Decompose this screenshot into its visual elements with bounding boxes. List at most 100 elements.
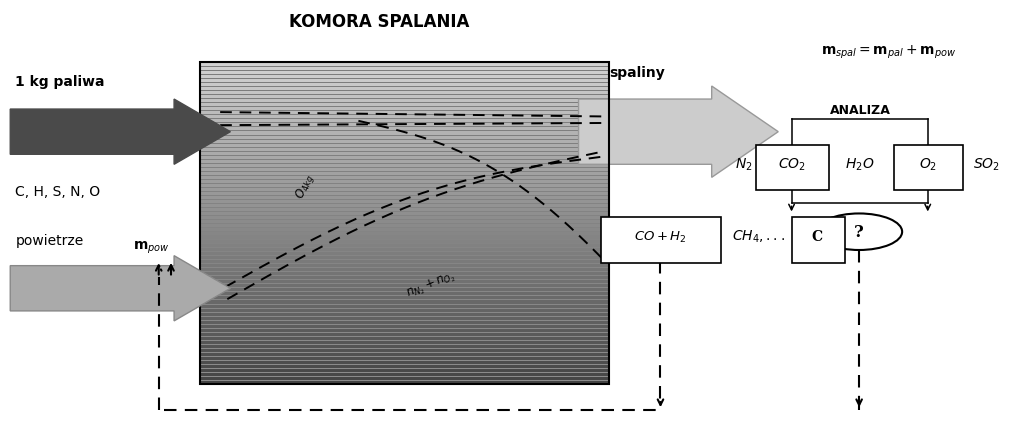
Bar [200,63,609,384]
Bar [200,348,609,352]
Bar [200,71,609,75]
Bar [200,79,609,83]
Bar [200,119,609,123]
Bar [200,288,609,292]
Bar [200,268,609,272]
Text: 1 kg paliwa: 1 kg paliwa [15,75,104,89]
Bar [200,143,609,147]
Text: ?: ? [854,224,864,241]
Bar [200,236,609,240]
Bar [200,220,609,224]
Bar [200,131,609,135]
Bar [200,256,609,260]
Bar [200,187,609,191]
Bar [200,91,609,95]
Polygon shape [579,87,778,178]
Bar [200,243,609,247]
Text: C, H, S, N, O: C, H, S, N, O [15,184,100,198]
Bar [200,292,609,296]
Bar [200,296,609,300]
Bar [200,95,609,99]
Bar [200,260,609,264]
Bar [200,135,609,139]
Text: $H_2O$: $H_2O$ [846,157,874,173]
Bar [200,127,609,131]
FancyBboxPatch shape [894,145,963,191]
Text: $O_2$: $O_2$ [919,157,937,173]
Bar [200,171,609,175]
Bar [200,183,609,187]
Bar [200,87,609,91]
Bar [200,372,609,376]
Bar [200,139,609,143]
Bar [200,263,609,268]
FancyBboxPatch shape [756,145,829,191]
Bar [200,115,609,119]
Text: $\mathbf{m}_{spal} = \mathbf{m}_{pal} + \mathbf{m}_{pow}$: $\mathbf{m}_{spal} = \mathbf{m}_{pal} + … [821,43,956,61]
Bar [200,332,609,336]
Bar [200,340,609,344]
Bar [200,123,609,127]
Bar [200,179,609,183]
Bar [200,360,609,364]
Text: $SO_2$: $SO_2$ [973,157,999,173]
Bar [200,336,609,340]
Bar [200,99,609,103]
Bar [200,163,609,167]
Text: ANALIZA: ANALIZA [829,104,891,117]
Bar [200,368,609,372]
Bar [200,316,609,320]
Bar [200,207,609,211]
Bar [200,103,609,107]
Bar [200,364,609,368]
Bar [200,380,609,384]
Bar [200,320,609,324]
Bar [200,75,609,79]
Bar [200,240,609,243]
Bar [200,252,609,256]
Bar [200,111,609,115]
Bar [200,83,609,87]
Text: $CH_4,...$: $CH_4,...$ [732,228,785,245]
Bar [200,63,609,67]
Bar [200,304,609,308]
Bar [200,328,609,332]
FancyBboxPatch shape [601,217,721,264]
Bar [200,232,609,236]
Polygon shape [10,100,230,165]
FancyBboxPatch shape [792,217,845,264]
Circle shape [816,214,902,250]
Text: $\mathbf{m}_{pow}$: $\mathbf{m}_{pow}$ [133,239,170,256]
Bar [200,159,609,163]
Text: $n_{N_2} + n_{O_2}$: $n_{N_2} + n_{O_2}$ [404,267,458,301]
Bar [200,356,609,360]
Bar [200,151,609,155]
Text: C: C [812,230,822,243]
Polygon shape [10,256,230,321]
Bar [200,376,609,380]
Bar [200,272,609,276]
Bar [200,284,609,288]
Bar [200,195,609,200]
Bar [200,147,609,151]
Bar [200,227,609,232]
Bar [200,67,609,71]
Bar [200,312,609,316]
Bar [200,211,609,216]
Bar [200,276,609,279]
Bar [200,247,609,252]
Bar [200,344,609,348]
Bar [200,191,609,195]
Text: spaliny: spaliny [609,66,665,80]
Bar [200,204,609,207]
Text: powietrze: powietrze [15,233,84,247]
Text: KOMORA SPALANIA: KOMORA SPALANIA [289,13,469,31]
Text: $CO_2$: $CO_2$ [777,157,806,173]
Bar [200,167,609,171]
Bar [200,280,609,284]
Bar [200,155,609,159]
Bar [200,308,609,312]
Bar [200,324,609,328]
Bar [200,300,609,304]
Text: $O_{4kg}$: $O_{4kg}$ [292,171,317,202]
